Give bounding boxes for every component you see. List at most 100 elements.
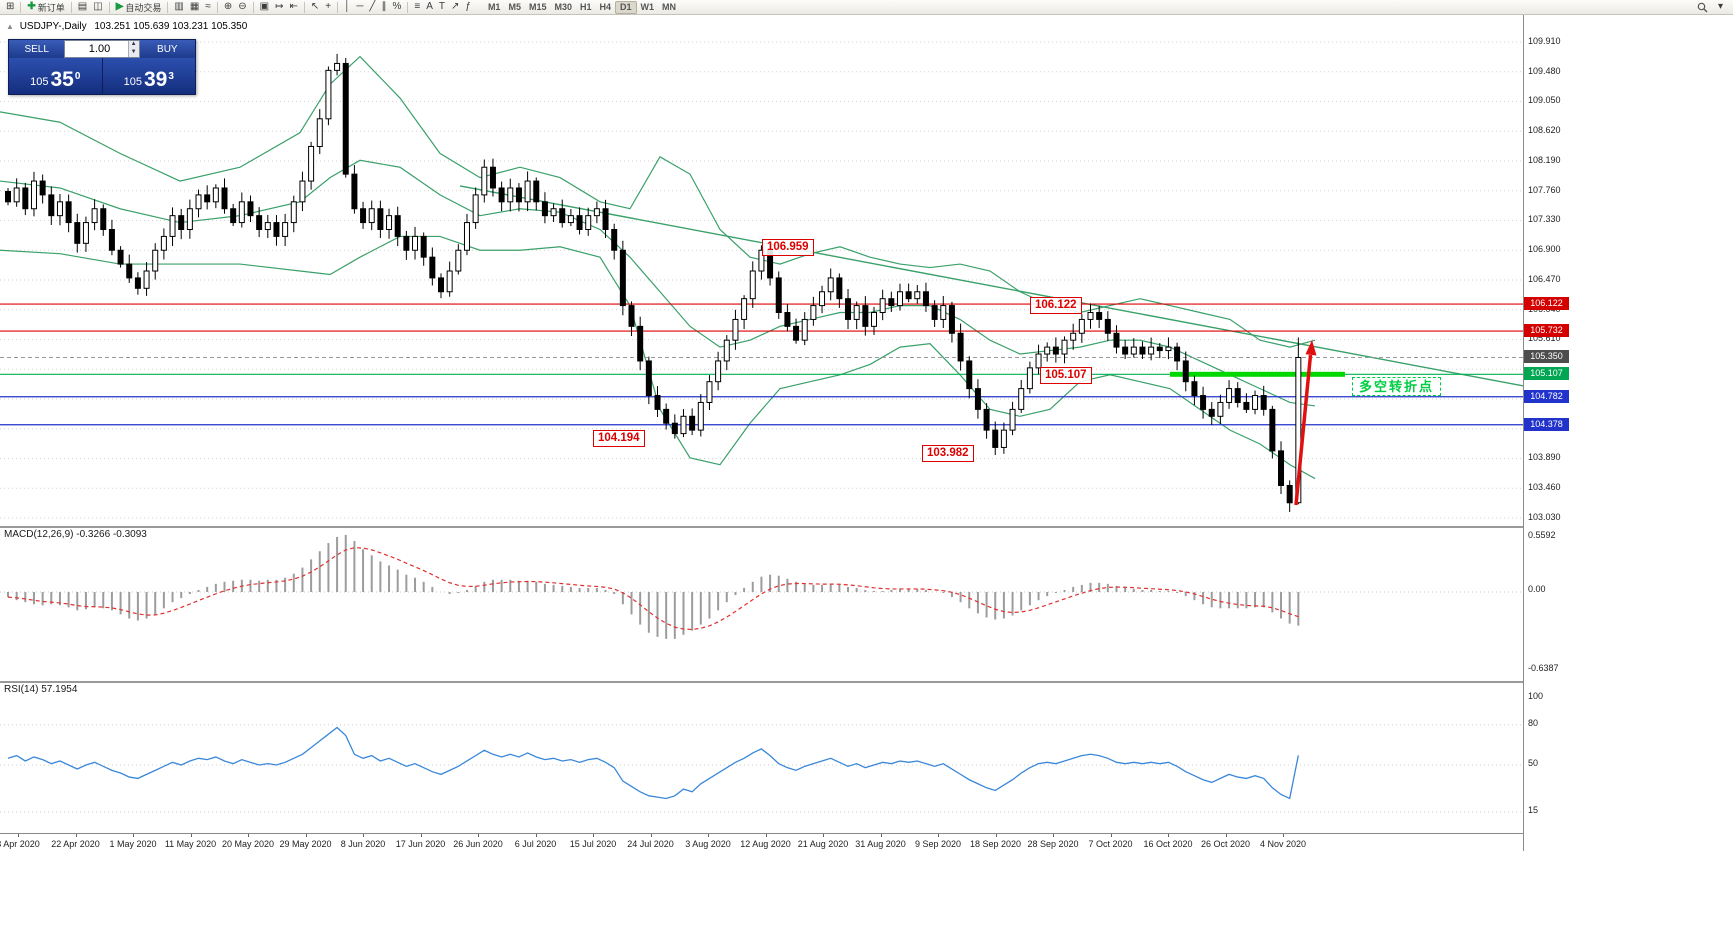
volume-input[interactable]: 1.00 ▲ ▼ [64, 40, 140, 58]
date-tick [1225, 834, 1227, 837]
time-axis[interactable]: 3 Apr 2020 22 Apr 2020 1 May 2020 11 May 20… [0, 833, 1523, 851]
candlestick-chart-icon-glyph: ▦ [189, 1, 200, 12]
macd-indicator-panel[interactable] [0, 526, 1523, 681]
toolbar-tools-group: ⊞ ✚ 新订单 ▤ ◫ ▶ 自动交易 ▥ ▦ ≈ ⊕ ⊖ ▣ ↦ ⇤ ↖ + │ ─ ╱ ∥% ≡ A T ↗ ƒ [3, 1, 474, 14]
usdjpy-chart-window[interactable]: 106.959 106.122 105.107 104.194 103.982 多空转折点… [0, 15, 1569, 851]
cursor-icon[interactable]: ↖ [308, 1, 322, 14]
rsi-indicator-panel[interactable] [0, 681, 1523, 832]
crosshair-icon[interactable]: + [322, 1, 334, 14]
volume-down-button[interactable]: ▼ [128, 49, 139, 57]
sell-button[interactable]: SELL [9, 40, 65, 58]
price-level-box[interactable]: 106.122 [1524, 297, 1569, 311]
volume-value[interactable]: 1.00 [88, 43, 111, 55]
autotrading-button-label: 自动交易 [125, 2, 162, 13]
price-label[interactable]: 104.194 [593, 430, 645, 447]
timeframe-m1-button[interactable]: M1 [487, 2, 501, 12]
tile-windows-icon[interactable]: ▣ [257, 1, 272, 14]
price-tick-label: 106.470 [1528, 273, 1561, 284]
price-level-box[interactable]: 105.732 [1524, 324, 1569, 338]
candlestick-chart-icon[interactable]: ▦ [187, 1, 202, 14]
new-order-button[interactable]: ✚ 新订单 [24, 1, 67, 14]
price-level-box[interactable]: 104.378 [1524, 417, 1569, 431]
one-click-collapse-icon[interactable]: ▲ [6, 22, 14, 31]
symbol-period-label: USDJPY-,Daily [19, 21, 87, 32]
macd-scale-label: -0.6387 [1528, 663, 1559, 673]
new-order-button-label: 新订单 [37, 2, 65, 13]
bollinger-lower-band[interactable] [0, 235, 1316, 480]
chart-shift-icon[interactable]: ⇤ [286, 1, 300, 14]
search-icon[interactable] [1694, 1, 1711, 14]
new-chart-icon[interactable]: ⊞ [3, 1, 17, 14]
price-level-box[interactable]: 104.782 [1524, 389, 1569, 403]
up-arrow-head [1305, 340, 1317, 356]
chart-profiles-icon[interactable]: ▤ [75, 1, 90, 14]
date-tick [708, 834, 709, 837]
price-label[interactable]: 106.959 [762, 239, 814, 256]
timeframe-m15-button[interactable]: M15 [528, 2, 547, 12]
price-label[interactable]: 106.122 [1030, 297, 1082, 314]
turning-point-label[interactable]: 多空转折点 [1352, 377, 1442, 396]
trendline-icon[interactable]: ╱ [366, 1, 378, 14]
date-label: 17 Jun 2020 [395, 839, 446, 849]
indicator-list-icon[interactable]: ƒ [462, 1, 474, 14]
up-arrow-object[interactable] [1294, 354, 1313, 506]
main-chart-plot[interactable] [0, 15, 1523, 526]
date-label: 1 May 2020 [109, 839, 157, 849]
price-tick-label: 109.480 [1528, 65, 1561, 76]
buy-price-button[interactable]: 105 39 3 [102, 58, 195, 94]
zoom-in-icon-glyph: ⊕ [223, 1, 233, 12]
date-tick [823, 834, 824, 837]
timeframe-mn-button[interactable]: MN [662, 2, 677, 12]
date-label: 28 Sep 2020 [1027, 839, 1079, 849]
date-tick [650, 834, 652, 837]
buy-button[interactable]: BUY [139, 40, 195, 58]
descending-trendline[interactable] [459, 185, 1523, 387]
bar-chart-icon[interactable]: ▥ [171, 1, 186, 14]
fibonacci-icon[interactable]: % [389, 1, 404, 14]
timeframe-h4-button[interactable]: H4 [599, 2, 612, 12]
line-chart-icon[interactable]: ≈ [202, 1, 214, 14]
price-label[interactable]: 105.107 [1040, 367, 1092, 384]
toolbar-separator [70, 1, 72, 13]
market-watch-icon[interactable]: ◫ [90, 1, 105, 14]
price-axis[interactable]: 109.910 109.480 109.050 108.620 108.190 107.7… [1523, 15, 1569, 851]
timeframe-m30-button[interactable]: M30 [554, 2, 572, 12]
timeframe-w1-button[interactable]: W1 [640, 2, 655, 12]
text-label-icon[interactable]: T [436, 1, 448, 14]
price-tick-label: 103.030 [1528, 511, 1561, 522]
bollinger-upper-band[interactable] [0, 55, 1316, 348]
price-level-box[interactable]: 105.350 [1524, 350, 1569, 364]
price-tick-label: 103.460 [1528, 482, 1561, 493]
autotrading-button[interactable]: ▶ 自动交易 [113, 1, 165, 14]
date-label: 7 Oct 2020 [1088, 839, 1133, 849]
date-label: 26 Oct 2020 [1200, 839, 1251, 849]
date-tick [190, 834, 192, 837]
timeframe-h1-button[interactable]: H1 [580, 2, 592, 12]
cursor-icon-glyph: ↖ [310, 1, 320, 12]
bollinger-middle-band[interactable] [0, 159, 1316, 407]
grid-icon[interactable]: ≡ [411, 1, 423, 14]
text-icon[interactable]: A [423, 1, 436, 14]
arrows-tool-icon[interactable]: ↗ [448, 1, 462, 14]
zoom-out-icon[interactable]: ⊖ [235, 1, 249, 14]
vertical-line-icon[interactable]: │ [341, 1, 353, 14]
auto-scroll-icon[interactable]: ↦ [272, 1, 286, 14]
date-tick [1168, 834, 1169, 837]
price-level-box[interactable]: 105.107 [1524, 367, 1569, 381]
market-watch-icon-glyph: ◫ [93, 1, 103, 12]
date-tick [880, 834, 882, 837]
zoom-in-icon[interactable]: ⊕ [221, 1, 235, 14]
price-label[interactable]: 103.982 [922, 445, 974, 462]
toolbar-overflow-icon[interactable]: ▾ [1717, 1, 1723, 12]
date-tick [765, 834, 767, 837]
timeframe-m5-button[interactable]: M5 [508, 2, 521, 12]
horizontal-line-icon[interactable]: ─ [353, 1, 366, 14]
channel-icon[interactable]: ∥ [378, 1, 389, 14]
support-highlight-line[interactable] [1170, 371, 1345, 377]
price-tick-label: 108.190 [1528, 154, 1561, 165]
timeframe-d1-button[interactable]: D1 [615, 0, 637, 14]
rsi-line [7, 726, 1299, 800]
volume-up-button[interactable]: ▲ [128, 41, 139, 49]
sell-price-button[interactable]: 105 35 0 [9, 58, 102, 94]
date-label: 15 Jul 2020 [569, 839, 617, 849]
